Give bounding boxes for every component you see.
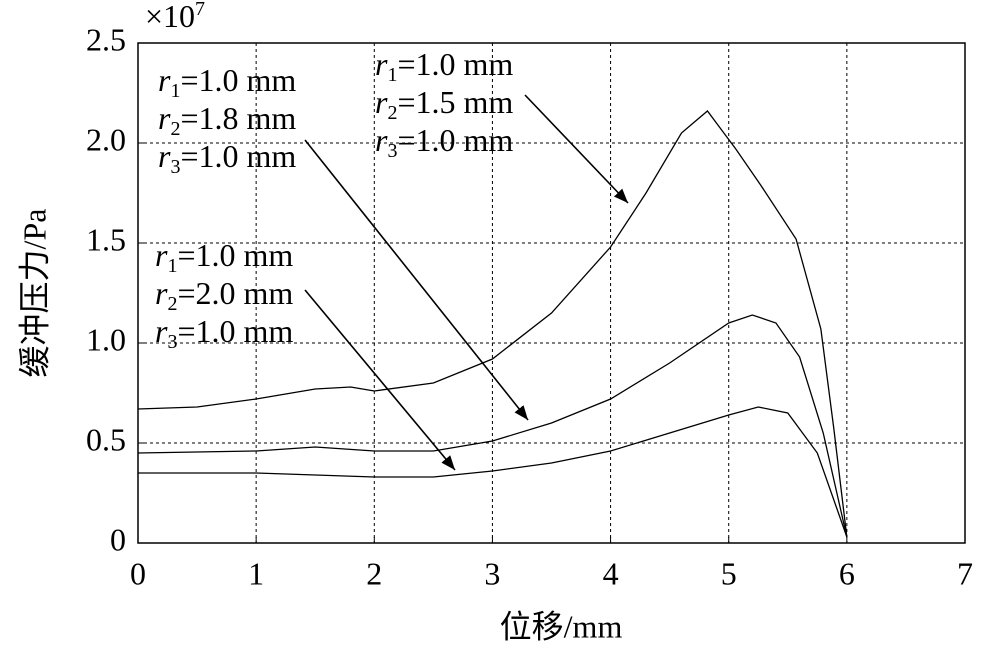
annotation-sub: 2 <box>387 102 397 124</box>
exponent-base: ×10 <box>145 0 195 34</box>
annotation-line: r3=1.0 mm <box>375 122 513 161</box>
x-tick-label: 3 <box>484 555 500 591</box>
x-tick-label: 2 <box>366 555 382 591</box>
series-line <box>137 110 848 538</box>
annotation-arrow <box>304 289 456 471</box>
annotation-text: =1.0 mm <box>177 237 293 273</box>
annotation-sub: 3 <box>170 156 180 178</box>
annotation-var: r <box>155 275 168 311</box>
annotation-line: r2=2.0 mm <box>155 275 293 314</box>
x-tick-label: 1 <box>248 555 264 591</box>
annotation-var: r <box>375 122 388 158</box>
y-exponent: ×107 <box>145 0 205 34</box>
annotation-text: =1.8 mm <box>180 100 296 136</box>
annotation-var: r <box>158 100 171 136</box>
annotation-text: =1.0 mm <box>177 313 293 349</box>
annotation-var: r <box>375 84 388 120</box>
y-tick-label: 1.5 <box>86 221 126 257</box>
annotation-line: r1=1.0 mm <box>155 237 293 276</box>
series-line <box>137 314 848 538</box>
annotation-var: r <box>158 138 171 174</box>
annotation-sub: 1 <box>167 255 177 277</box>
annotation-sub: 1 <box>387 64 397 86</box>
x-tick-label: 5 <box>721 555 737 591</box>
plot-frame <box>137 42 966 544</box>
annotation-var: r <box>158 62 171 98</box>
annotation-sub: 2 <box>170 118 180 140</box>
exponent-power: 7 <box>195 0 205 20</box>
annotation-line: r1=1.0 mm <box>375 46 513 85</box>
annotation-sub: 2 <box>167 293 177 315</box>
annotation-line: r2=1.5 mm <box>375 84 513 123</box>
x-tick-label: 7 <box>957 555 973 591</box>
annotation-var: r <box>155 313 168 349</box>
annotation-line: r2=1.8 mm <box>158 100 296 139</box>
y-tick-label: 2.5 <box>86 21 126 57</box>
x-axis-label: 位移/mm <box>500 608 623 644</box>
x-tick-label: 6 <box>839 555 855 591</box>
annotation-var: r <box>155 237 168 273</box>
annotation-text: =1.0 mm <box>180 138 296 174</box>
y-tick-label: 0 <box>110 521 126 557</box>
annotation-text: =2.0 mm <box>177 275 293 311</box>
x-tick-label: 4 <box>603 555 619 591</box>
annotation-sub: 1 <box>170 80 180 102</box>
annotation-text: =1.0 mm <box>397 122 513 158</box>
annotation-sub: 3 <box>387 140 397 162</box>
annotation-line: r3=1.0 mm <box>158 138 296 177</box>
annotation-var: r <box>375 46 388 82</box>
annotation-arrow <box>524 94 629 204</box>
x-tick-label: 0 <box>130 555 146 591</box>
annotation-arrow <box>304 139 529 421</box>
annotation-sub: 3 <box>167 331 177 353</box>
y-tick-label: 0.5 <box>86 421 126 457</box>
annotation-line: r3=1.0 mm <box>155 313 293 352</box>
y-axis-label: 缓冲压力/Pa <box>16 209 52 378</box>
y-tick-label: 1.0 <box>86 321 126 357</box>
series-line <box>138 406 848 538</box>
annotation-text: =1.0 mm <box>397 46 513 82</box>
annotation-text: =1.5 mm <box>397 84 513 120</box>
annotation-text: =1.0 mm <box>180 62 296 98</box>
annotation-line: r1=1.0 mm <box>158 62 296 101</box>
y-tick-label: 2.0 <box>86 121 126 157</box>
